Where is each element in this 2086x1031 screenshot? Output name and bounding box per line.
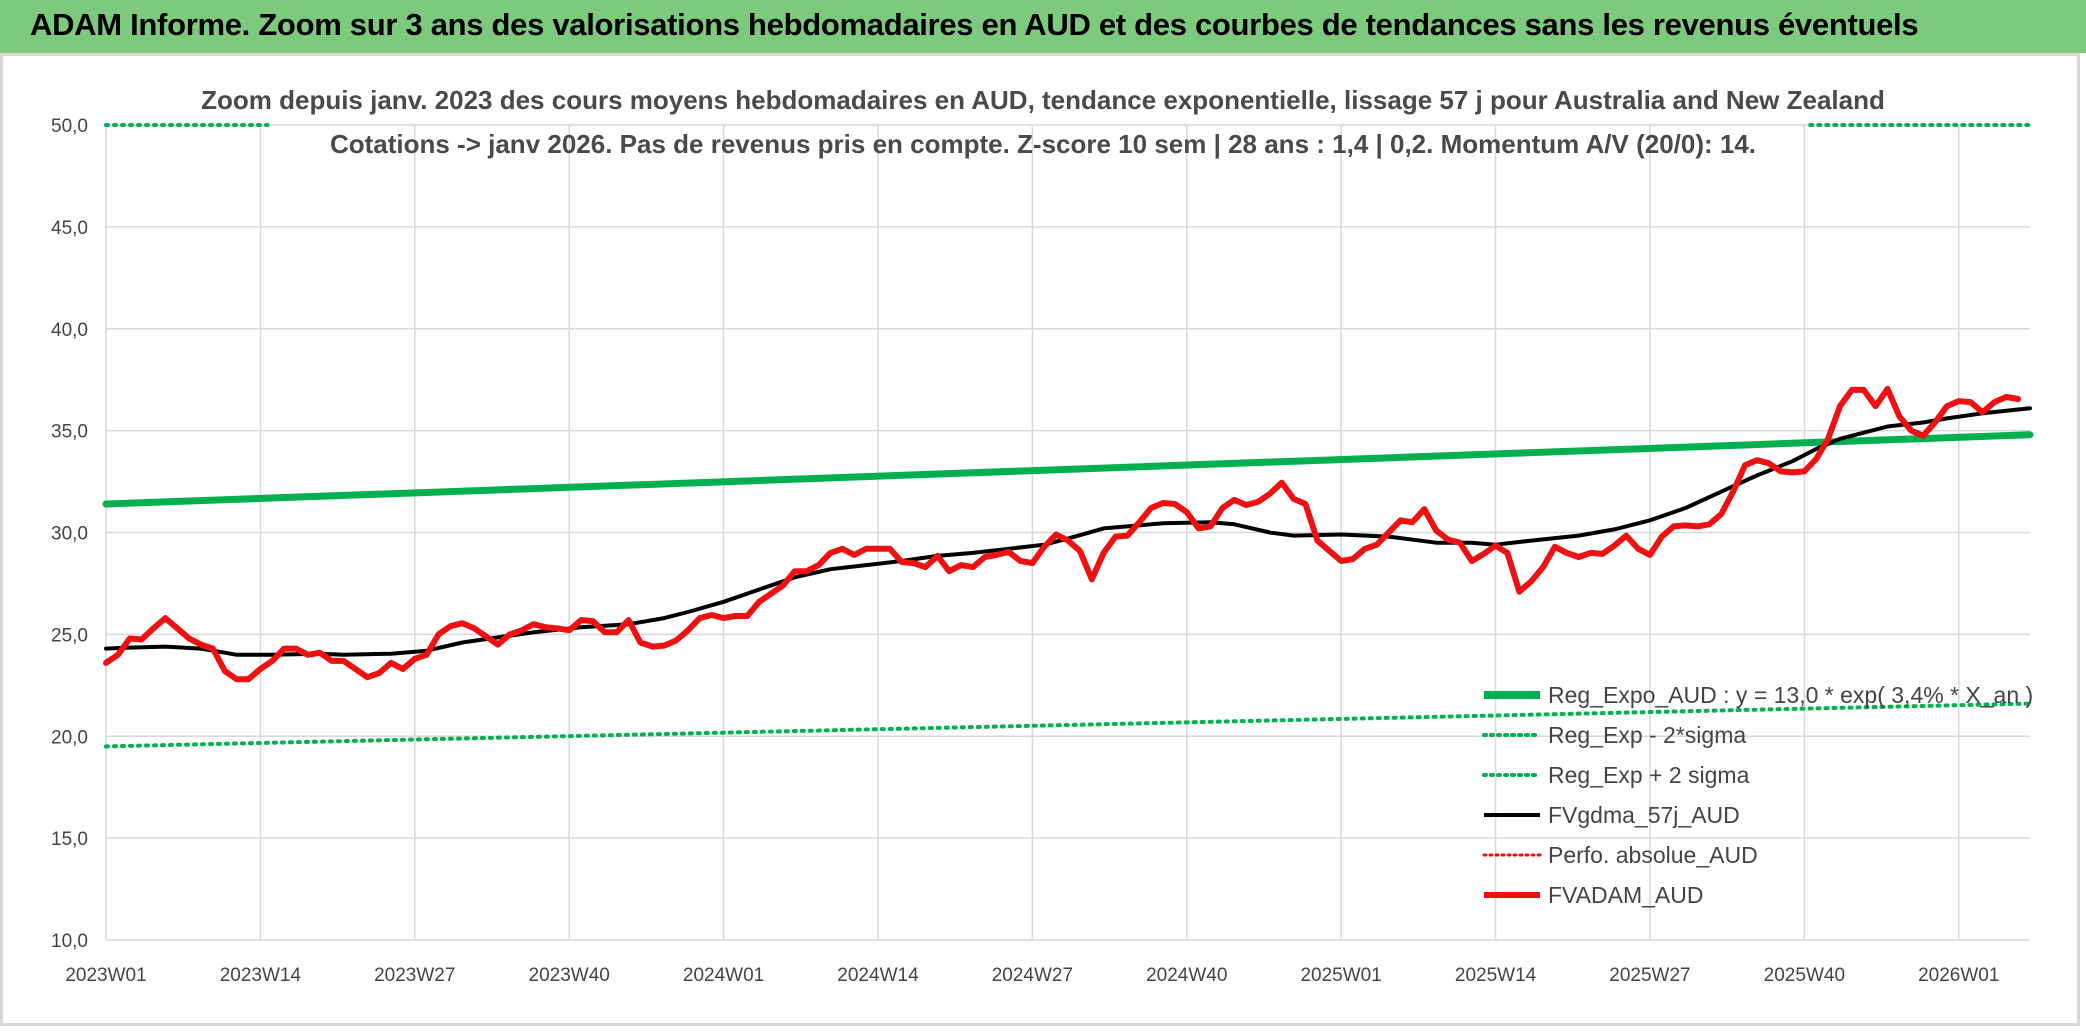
legend-item-fvadam: FVADAM_AUD (1484, 882, 1704, 908)
x-tick-label: 2023W40 (529, 965, 610, 986)
y-tick-label: 35,0 (51, 422, 88, 443)
legend-item-reg-expo: Reg_Expo_AUD : y = 13,0 * exp( 3,4% * X_… (1484, 682, 2033, 708)
x-axis: 2023W01 2023W14 2023W27 2023W40 2024W01 2024W… (65, 965, 1999, 986)
x-tick-label: 2024W01 (683, 965, 764, 986)
chart-title: Zoom depuis janv. 2023 des cours moyens … (201, 85, 1885, 115)
header-bar: ADAM Informe. Zoom sur 3 ans des valoris… (0, 0, 2086, 53)
legend-item-fvgdma: FVgdma_57j_AUD (1484, 802, 1740, 828)
legend-label-perfo: Perfo. absolue_AUD (1548, 842, 1758, 868)
series-reg-expo (102, 431, 2034, 508)
x-tick-label: 2023W01 (65, 965, 146, 986)
y-tick-label: 10,0 (51, 931, 88, 952)
chart-subtitle: Cotations -> janv 2026. Pas de revenus p… (330, 129, 1756, 159)
series-reg-minus-2sigma (104, 701, 2032, 749)
y-tick-label: 45,0 (51, 218, 88, 239)
legend-item-reg-plus: Reg_Exp + 2 sigma (1482, 762, 1750, 788)
x-tick-label: 2024W14 (837, 965, 919, 986)
chart-frame (0, 53, 2080, 1026)
x-tick-label: 2023W27 (374, 965, 455, 986)
series-layer (102, 123, 2034, 749)
legend-label-reg-expo: Reg_Expo_AUD : y = 13,0 * exp( 3,4% * X_… (1548, 682, 2033, 708)
legend-label-fvadam: FVADAM_AUD (1548, 882, 1704, 908)
y-tick-label: 20,0 (51, 727, 88, 748)
grid-layer (105, 124, 2030, 941)
y-tick-label: 40,0 (51, 320, 88, 341)
x-tick-label: 2025W01 (1300, 965, 1381, 986)
legend-label-fvgdma: FVgdma_57j_AUD (1548, 802, 1740, 828)
x-tick-label: 2023W14 (220, 965, 302, 986)
x-tick-label: 2026W01 (1918, 965, 1999, 986)
y-tick-label: 50,0 (51, 116, 88, 137)
legend: Reg_Expo_AUD : y = 13,0 * exp( 3,4% * X_… (1482, 682, 2033, 908)
y-tick-label: 30,0 (51, 524, 88, 545)
y-tick-label: 15,0 (51, 829, 88, 850)
x-tick-label: 2025W27 (1609, 965, 1690, 986)
series-fvadam (103, 385, 2022, 683)
x-tick-label: 2024W40 (1146, 965, 1227, 986)
legend-item-perfo: Perfo. absolue_AUD (1482, 842, 1758, 868)
y-axis: 10,0 15,0 20,0 25,0 30,0 35,0 40,0 45,0 50,0 (51, 116, 88, 952)
y-tick-label: 25,0 (51, 625, 88, 646)
legend-label-reg-minus: Reg_Exp - 2*sigma (1548, 722, 1746, 748)
x-tick-label: 2025W40 (1764, 965, 1845, 986)
x-tick-label: 2025W14 (1455, 965, 1537, 986)
legend-label-reg-plus: Reg_Exp + 2 sigma (1548, 762, 1750, 788)
x-tick-label: 2024W27 (992, 965, 1073, 986)
page-title: ADAM Informe. Zoom sur 3 ans des valoris… (30, 7, 1919, 42)
legend-item-reg-minus: Reg_Exp - 2*sigma (1482, 722, 1746, 748)
